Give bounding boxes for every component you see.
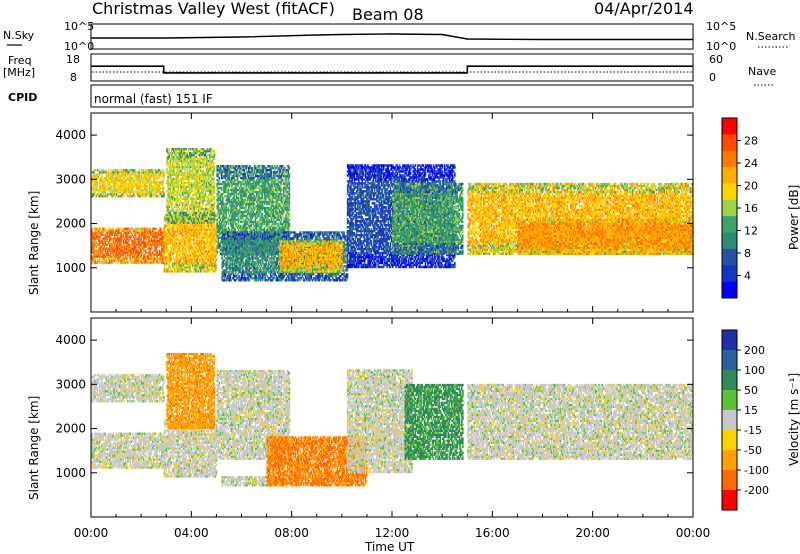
- data-cell: [214, 196, 216, 198]
- data-cell: [134, 195, 136, 197]
- nsearch-tick-top: 10^5: [706, 20, 736, 33]
- nsky-series-line: [91, 34, 693, 40]
- data-cell: [191, 270, 193, 272]
- data-cell: [216, 251, 218, 253]
- data-cell: [185, 148, 187, 150]
- data-cell: [112, 228, 114, 230]
- nsky-tick-bottom: 10^0: [64, 40, 94, 53]
- data-cell: [205, 200, 207, 202]
- data-cell: [214, 178, 216, 180]
- data-cell: [166, 168, 168, 170]
- beam-label: Beam 08: [352, 5, 424, 24]
- data-cell: [127, 261, 129, 263]
- data-cell: [208, 218, 210, 220]
- data-cell: [163, 171, 165, 173]
- data-cell: [167, 248, 169, 250]
- data-cell: [156, 195, 158, 197]
- data-cell: [160, 187, 162, 189]
- data-cell: [155, 228, 157, 230]
- cpid-text: normal (fast) 151 IF: [94, 92, 213, 106]
- data-cell: [182, 166, 184, 168]
- nsky-label: N.Sky: [3, 29, 35, 42]
- freq-tick-top: 18: [66, 53, 80, 66]
- data-cell: [92, 228, 94, 230]
- freq-panel: Freq [MHz] 18 8 60 0 Nave: [3, 53, 776, 85]
- data-cell: [145, 249, 147, 251]
- data-cell: [97, 181, 99, 183]
- data-cell: [146, 185, 148, 187]
- data-cell: [185, 250, 187, 252]
- data-cell: [156, 249, 158, 251]
- nave-tick-bottom: 0: [709, 71, 716, 84]
- data-cell: [216, 258, 218, 260]
- data-cell: [108, 169, 110, 171]
- data-cell: [214, 150, 216, 152]
- cpid-panel: normal (fast) 151 IF CPID: [8, 85, 693, 107]
- nave-tick-top: 60: [709, 53, 723, 66]
- freq-tick-bottom: 8: [70, 71, 77, 84]
- date-label: 04/Apr/2014: [594, 0, 694, 18]
- data-cell: [163, 191, 165, 193]
- data-cell: [172, 270, 174, 272]
- data-cell: [171, 256, 173, 258]
- station-title: Christmas Valley West (fitACF): [92, 0, 335, 18]
- data-cell: [172, 204, 174, 206]
- data-cell: [214, 210, 216, 212]
- nsearch-tick-bottom: 10^0: [706, 40, 736, 53]
- data-cell: [94, 169, 96, 171]
- freq-series-line: [91, 66, 693, 73]
- data-cell: [213, 222, 215, 224]
- data-cell: [105, 228, 107, 230]
- cpid-label: CPID: [8, 91, 37, 104]
- data-cell: [138, 169, 140, 171]
- nave-label: Nave: [748, 65, 776, 78]
- nsearch-label: N.Search: [746, 30, 796, 43]
- data-cell: [163, 187, 165, 189]
- data-cell: [169, 148, 171, 150]
- data-cell: [219, 177, 221, 179]
- freq-unit: [MHz]: [3, 66, 35, 79]
- data-cell: [191, 242, 193, 244]
- nsky-axes: [91, 24, 693, 49]
- nsky-panel: N.Sky 10^5 10^0 10^5 10^0 N.Search: [3, 20, 796, 53]
- data-cell: [216, 264, 218, 266]
- data-cell: [124, 195, 126, 197]
- data-cell: [110, 237, 112, 239]
- data-cell: [214, 166, 216, 168]
- data-cell: [214, 162, 216, 164]
- nsky-tick-top: 10^5: [64, 20, 94, 33]
- data-cell: [129, 228, 131, 230]
- data-cell: [214, 182, 216, 184]
- data-cell: [176, 242, 178, 244]
- freq-axes: [91, 54, 693, 81]
